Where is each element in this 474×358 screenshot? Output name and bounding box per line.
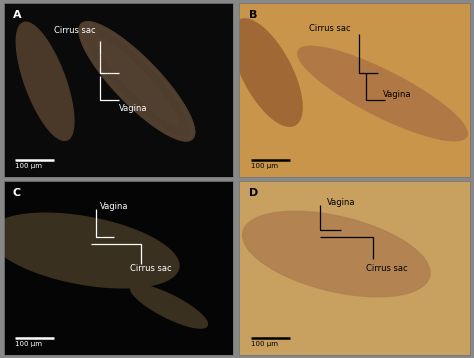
Polygon shape	[79, 22, 195, 141]
Text: 100 μm: 100 μm	[251, 163, 278, 169]
Polygon shape	[0, 213, 179, 288]
Text: Cirrus sac: Cirrus sac	[366, 265, 408, 274]
Polygon shape	[16, 22, 74, 140]
Text: C: C	[13, 188, 21, 198]
Polygon shape	[79, 22, 195, 141]
Polygon shape	[130, 285, 208, 328]
Text: Vagina: Vagina	[100, 202, 128, 211]
Polygon shape	[298, 46, 467, 141]
Text: B: B	[248, 10, 257, 20]
Text: Cirrus sac: Cirrus sac	[54, 25, 96, 34]
Text: Vagina: Vagina	[118, 104, 147, 113]
Text: Cirrus sac: Cirrus sac	[130, 265, 172, 274]
Text: Cirrus sac: Cirrus sac	[309, 24, 350, 33]
Text: Vagina: Vagina	[383, 90, 411, 99]
Text: 100 μm: 100 μm	[15, 341, 42, 347]
Polygon shape	[243, 211, 430, 297]
Text: 100 μm: 100 μm	[251, 341, 278, 347]
Text: A: A	[13, 10, 22, 20]
Text: D: D	[248, 188, 258, 198]
Text: 100 μm: 100 μm	[15, 163, 42, 169]
Polygon shape	[232, 19, 302, 126]
Text: Vagina: Vagina	[327, 198, 356, 207]
